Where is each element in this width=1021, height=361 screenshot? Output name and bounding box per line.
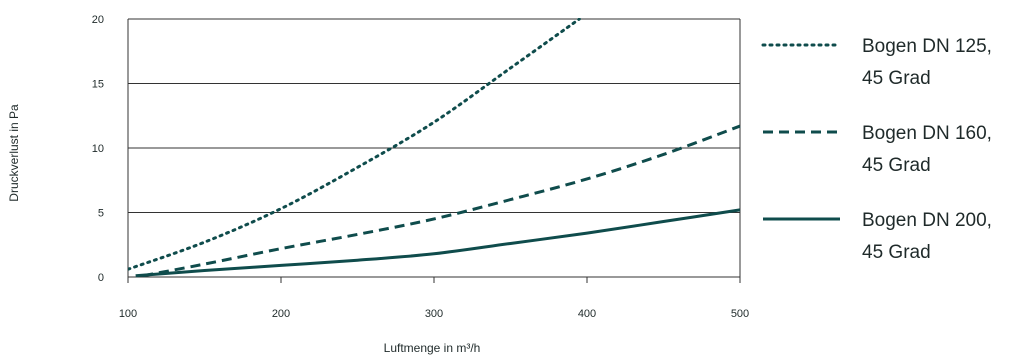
series-line-dotted (128, 18, 581, 271)
x-tick-label: 100 (119, 308, 137, 320)
grid-layer (127, 18, 741, 278)
legend-label: 45 Grad (862, 68, 931, 89)
legend-label: Bogen DN 125, (862, 36, 992, 57)
x-tick-label: 200 (272, 308, 290, 320)
x-tick-label: 400 (578, 308, 596, 320)
series-line-dashed (143, 124, 741, 278)
legend: Bogen DN 125, 45 Grad Bogen DN 160, 45 Grad… (761, 36, 992, 263)
x-tick-label: 500 (731, 308, 749, 320)
y-tick-label: 15 (92, 79, 104, 91)
legend-label: 45 Grad (862, 155, 931, 176)
series-line-solid (135, 208, 741, 278)
x-tick-label: 300 (425, 308, 443, 320)
legend-label: Bogen DN 200, (862, 210, 992, 231)
y-tick-label: 20 (92, 14, 104, 26)
legend-label: 45 Grad (862, 242, 931, 263)
x-axis-title: Luftmenge in m³/h (384, 341, 481, 355)
y-tick-label: 10 (92, 143, 104, 155)
legend-label: Bogen DN 160, (862, 123, 992, 144)
tick-layer: 0 5 10 15 20 100 200 300 400 500 (92, 14, 749, 320)
y-axis-title: Druckverlust in Pa (7, 104, 21, 202)
y-tick-label: 0 (98, 272, 104, 284)
series-layer (128, 18, 741, 278)
y-tick-label: 5 (98, 208, 104, 220)
